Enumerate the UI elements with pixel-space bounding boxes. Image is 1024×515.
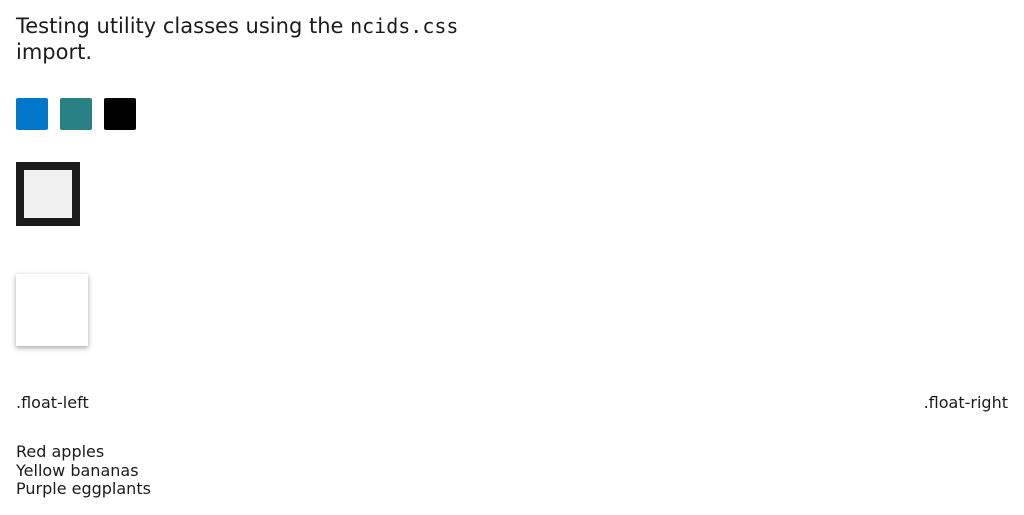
list-item: Yellow bananas — [16, 460, 139, 480]
color-swatch-black — [104, 98, 136, 130]
color-swatch-primary — [16, 98, 48, 130]
bordered-box — [16, 162, 80, 226]
float-right-text: .float-right — [923, 393, 1008, 412]
color-swatch-teal — [60, 98, 92, 130]
heading-code: ncids.css — [350, 14, 459, 38]
page-heading: Testing utility classes using the ncids.… — [16, 13, 486, 65]
unstyled-list: Red apples Yellow bananas Purple eggplan… — [16, 442, 151, 499]
heading-text-after: import. — [16, 40, 93, 64]
list-item: Red apples — [16, 442, 105, 461]
shadow-box — [16, 274, 88, 346]
float-left-text: .float-left — [16, 393, 89, 412]
heading-text-before: Testing utility classes using the — [16, 14, 351, 38]
list-item: Purple eggplants — [16, 479, 151, 498]
